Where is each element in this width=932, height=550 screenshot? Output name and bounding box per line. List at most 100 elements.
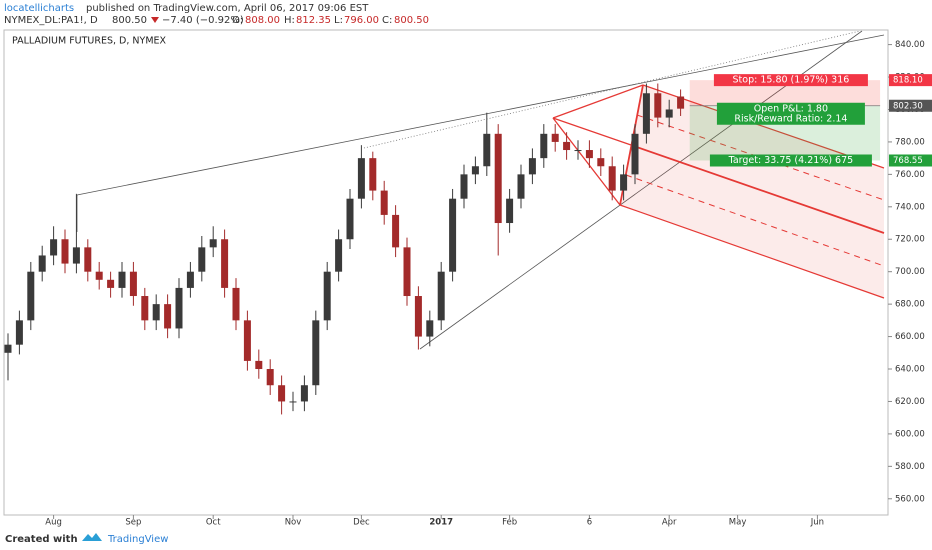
candle-body (528, 158, 536, 175)
candle-body (198, 247, 206, 272)
y-tick-label: 560.00 (895, 494, 925, 504)
candle-body (403, 247, 411, 297)
candle-body (232, 287, 240, 321)
high-label: H: (284, 15, 295, 26)
target-price-label: 768.55 (893, 156, 923, 166)
candle-body (118, 271, 126, 288)
candle-body (61, 239, 69, 264)
candle-body (186, 271, 194, 288)
y-tick-label: 580.00 (895, 462, 925, 472)
candle-body (209, 239, 217, 248)
pnl-text: Open P&L: 1.80 (754, 103, 828, 114)
pitchfork-dash (625, 174, 885, 267)
candle-body (460, 174, 468, 199)
candle-body (221, 239, 229, 288)
candle-body (84, 247, 92, 272)
y-tick-label: 780.00 (895, 137, 925, 147)
published: published on TradingView.com, April 06, … (86, 3, 369, 14)
x-tick-label: May (729, 518, 747, 528)
candle-body (483, 133, 491, 167)
candle-body (471, 166, 479, 175)
candle-body (129, 271, 137, 297)
plot-frame (3, 29, 889, 516)
change: −7.40 (−0.92%) (162, 15, 244, 26)
candle-body (335, 239, 343, 272)
tool-label-bg (709, 154, 872, 167)
candle-body (312, 320, 320, 386)
candle-body (642, 93, 650, 134)
stop-price-label: 818.10 (893, 76, 923, 86)
candle-body (323, 271, 331, 321)
x-tick-label: Aug (45, 518, 62, 528)
y-tick-label: 620.00 (895, 397, 925, 407)
candle-body (369, 158, 377, 191)
candle-body (426, 320, 434, 337)
pitchfork-zone (620, 85, 884, 298)
close-label: C: (382, 15, 392, 26)
y-tick-label: 760.00 (895, 170, 925, 180)
x-tick-label: Feb (502, 518, 517, 528)
down-arrow (151, 17, 159, 23)
y-tick-label: 840.00 (895, 40, 925, 50)
candle-body (654, 93, 662, 118)
candle-body (551, 133, 559, 142)
candle-body (380, 190, 388, 215)
candle-body (266, 369, 274, 386)
high: 812.35 (296, 15, 331, 26)
candle-body (620, 174, 628, 191)
candle-body (346, 198, 354, 240)
candle-body (517, 174, 525, 199)
brand-logo (82, 533, 102, 541)
x-tick-label: Oct (206, 518, 221, 528)
symbol: NYMEX_DL:PA1!, D (4, 15, 98, 26)
x-tick-label: Jun (810, 518, 824, 528)
candle-body (494, 133, 502, 224)
candle-body (95, 271, 103, 280)
x-tick-label: 6 (587, 518, 592, 528)
rr-text: Risk/Reward Ratio: 2.14 (734, 113, 847, 124)
footer-created: Created with (5, 534, 78, 545)
candle-body (15, 320, 23, 345)
candle-body (152, 304, 160, 321)
entry-price-label: 802.30 (893, 101, 923, 111)
candle-body (540, 133, 548, 159)
candle-body (141, 296, 149, 321)
candle-body (357, 158, 365, 199)
candle-body (574, 150, 582, 152)
candle-body (665, 109, 673, 118)
candle-body (289, 401, 297, 403)
y-tick-label: 680.00 (895, 300, 925, 310)
candle-body (449, 198, 457, 272)
candle-body (72, 247, 80, 264)
trend-line (363, 30, 861, 149)
pitchfork-handle (552, 84, 644, 119)
candle-body (27, 271, 35, 321)
stop-price-label-bg (889, 74, 932, 87)
stop-text: Stop: 15.80 (1.97%) 316 (733, 75, 850, 86)
pitchfork-handle (552, 117, 621, 206)
candle-body (597, 158, 605, 167)
pitchfork-median (630, 144, 885, 234)
entry-price-label-bg (889, 99, 932, 112)
low: 796.00 (344, 15, 379, 26)
candle-body (392, 214, 400, 248)
candle-body (243, 320, 251, 361)
candle-body (175, 287, 183, 329)
candle-body (631, 133, 639, 175)
candle-body (278, 385, 286, 402)
footer-brand: TradingView (107, 534, 168, 545)
y-tick-label: 600.00 (895, 429, 925, 439)
low-label: L: (334, 15, 343, 26)
candle-body (107, 279, 115, 288)
last-price: 800.50 (112, 15, 147, 26)
candle-body (677, 96, 685, 109)
candle-body (164, 304, 172, 329)
open-label: O: (232, 15, 243, 26)
candle-body (563, 141, 571, 151)
candle-body (585, 150, 593, 159)
candle-body (437, 271, 445, 321)
x-tick-label: Nov (285, 518, 302, 528)
candle-body (414, 296, 422, 337)
